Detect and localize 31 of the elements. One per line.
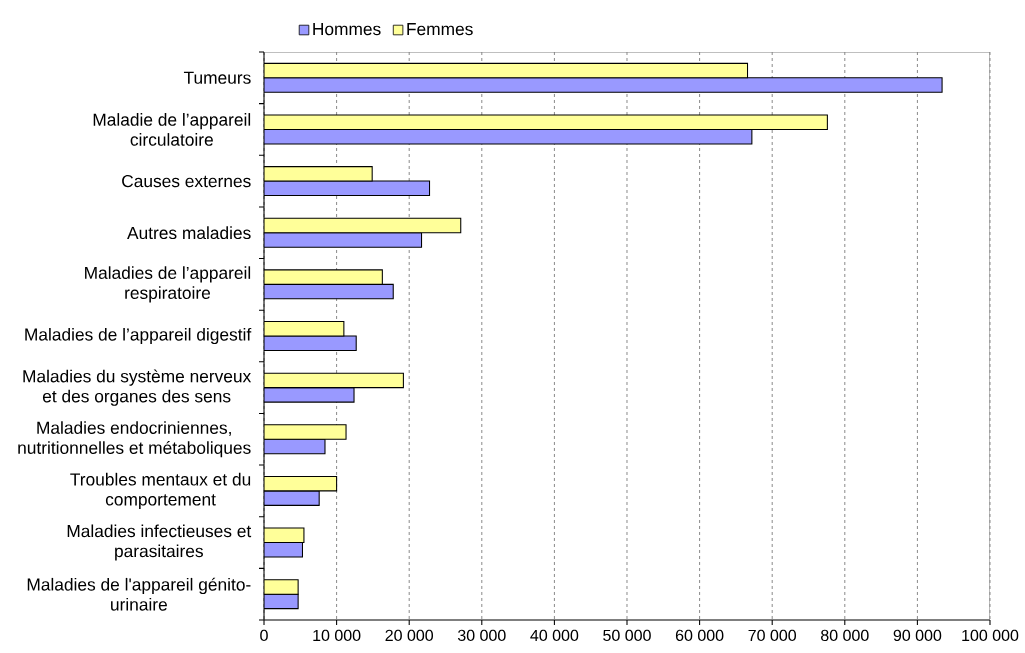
x-tick-label: 80 000 [821,629,869,642]
bar [264,579,299,595]
x-tick-label: 100 000 [962,629,1019,642]
y-tick-label: Maladies du système nerveux et des organes des sens [23,369,252,406]
y-tick-label: Troubles mentaux et du comportement [70,472,251,509]
x-tick-label: 60 000 [675,629,724,642]
legend-label: Hommes [313,23,381,36]
y-tick-label: Tumeurs [183,71,251,84]
y-tick-label: Maladie de l’appareil circulatoire [93,113,251,146]
y-tick-label: Maladies de l’appareil respiratoire [85,266,251,303]
y-tick-label: Maladies de l'appareil génito-urinaire [27,577,251,611]
legend-label: Femmes [407,23,473,36]
x-tick-label: 20 000 [385,629,434,642]
x-tick-label: 0 [260,629,268,642]
x-tick-label: 90 000 [893,629,942,642]
x-tick-label: 70 000 [748,629,797,642]
y-tick-label: Causes externes [122,174,251,188]
y-tick-label: Maladies endocriniennes, nutritionnelles et métaboliques [18,421,251,458]
bar [264,424,347,440]
x-tick-label: 40 000 [530,629,579,642]
y-tick-label: Maladies infectieuses et parasitaires [67,524,252,561]
x-tick-label: 50 000 [603,629,651,642]
y-tick-label: Autres maladies [127,226,251,240]
bar [264,62,749,79]
x-tick-label: 10 000 [313,629,361,642]
y-tick-label: Maladies de l’appareil digestif [25,327,252,345]
bar [264,114,828,130]
bar [264,232,423,248]
bar [264,77,943,93]
x-tick-label: 30 000 [457,629,506,642]
bar [264,128,753,145]
